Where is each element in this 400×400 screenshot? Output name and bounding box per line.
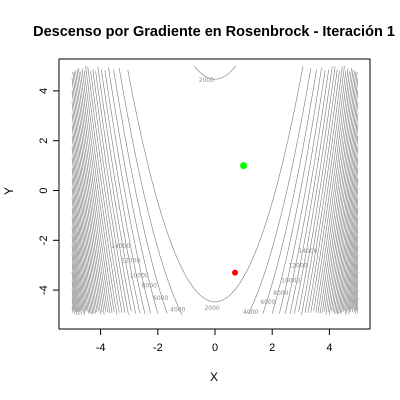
contour-line (118, 68, 312, 316)
contour-label: 6000 (153, 295, 168, 302)
contour-line (71, 135, 359, 314)
contour-lines (71, 65, 359, 316)
contour-line (194, 65, 236, 80)
contour-line (71, 226, 359, 311)
x-tick-label: 2 (269, 342, 275, 354)
contour-line (71, 298, 359, 311)
x-axis-label: X (210, 370, 218, 384)
points-layer (232, 162, 248, 276)
contour-line (72, 71, 358, 315)
current-point (232, 269, 239, 276)
contour-line (71, 289, 359, 315)
contour-line (97, 66, 333, 314)
contour-line (71, 78, 359, 313)
x-tick-label: 0 (212, 342, 218, 354)
contour-line (71, 113, 359, 313)
contour-line (80, 71, 350, 313)
minimum-point (240, 162, 248, 170)
contour-label: 6000 (260, 299, 275, 306)
contour-line (81, 68, 349, 315)
chart-title: Descenso por Gradiente en Rosenbrock - I… (33, 24, 395, 40)
contour-line (71, 235, 359, 315)
contour-label: 2000 (204, 305, 219, 312)
contour-line (87, 66, 343, 313)
contour-label: 4000 (243, 309, 258, 316)
contour-line (78, 67, 352, 314)
contour-line (108, 67, 322, 314)
contour-line (71, 263, 359, 313)
contour-line (101, 69, 329, 314)
contour-line (92, 69, 338, 312)
contour-line (71, 306, 359, 313)
contour-line (85, 66, 345, 314)
contour-line (71, 177, 359, 313)
contour-line (71, 167, 359, 314)
x-axis: -4 -2 0 2 4 (96, 328, 332, 354)
contour-line (104, 70, 326, 314)
contour-line (71, 146, 359, 315)
contour-line (113, 69, 317, 314)
y-tick-label: 4 (38, 88, 50, 94)
contour-line (71, 197, 359, 311)
contour-label: 14000 (298, 248, 317, 255)
contour-label: 2000 (199, 77, 214, 84)
contour-line (76, 69, 354, 314)
contour-line (71, 272, 359, 315)
contour-line (71, 187, 359, 312)
x-tick-label: 4 (326, 342, 332, 354)
contour-line (95, 66, 336, 314)
contour-line (90, 71, 340, 315)
contour-line (73, 71, 357, 312)
contour-line (71, 245, 359, 312)
contour-label: 12000 (121, 258, 140, 265)
y-axis-label: Y (2, 187, 16, 195)
contour-line (71, 90, 359, 315)
x-tick-label: -2 (153, 342, 163, 354)
contour-line (75, 70, 355, 313)
contour-label: 8000 (142, 283, 157, 290)
y-axis: -4 -2 0 2 4 (38, 88, 60, 295)
contour-line (71, 124, 359, 314)
contour-label: 12000 (288, 263, 307, 270)
contour-label: 14000 (111, 243, 130, 250)
y-tick-label: 2 (38, 138, 50, 144)
contour-line (127, 66, 304, 303)
contour-label: 10000 (130, 273, 149, 280)
y-tick-label: 0 (38, 187, 50, 193)
y-tick-label: -2 (38, 235, 50, 245)
x-tick-label: -4 (96, 342, 106, 354)
contour-label: 4000 (170, 306, 185, 313)
contour-line (71, 254, 359, 316)
contour-label: 8000 (273, 290, 288, 297)
contour-line (83, 70, 347, 313)
contour-label: 10000 (281, 278, 300, 285)
contour-line (71, 101, 359, 312)
contour-line (71, 217, 359, 313)
contour-line (71, 207, 359, 315)
contour-labels: 2000200040004000600060008000800010000100… (111, 77, 318, 316)
y-tick-label: -4 (38, 285, 50, 295)
contour-line (71, 280, 359, 312)
contour-line (71, 157, 359, 314)
